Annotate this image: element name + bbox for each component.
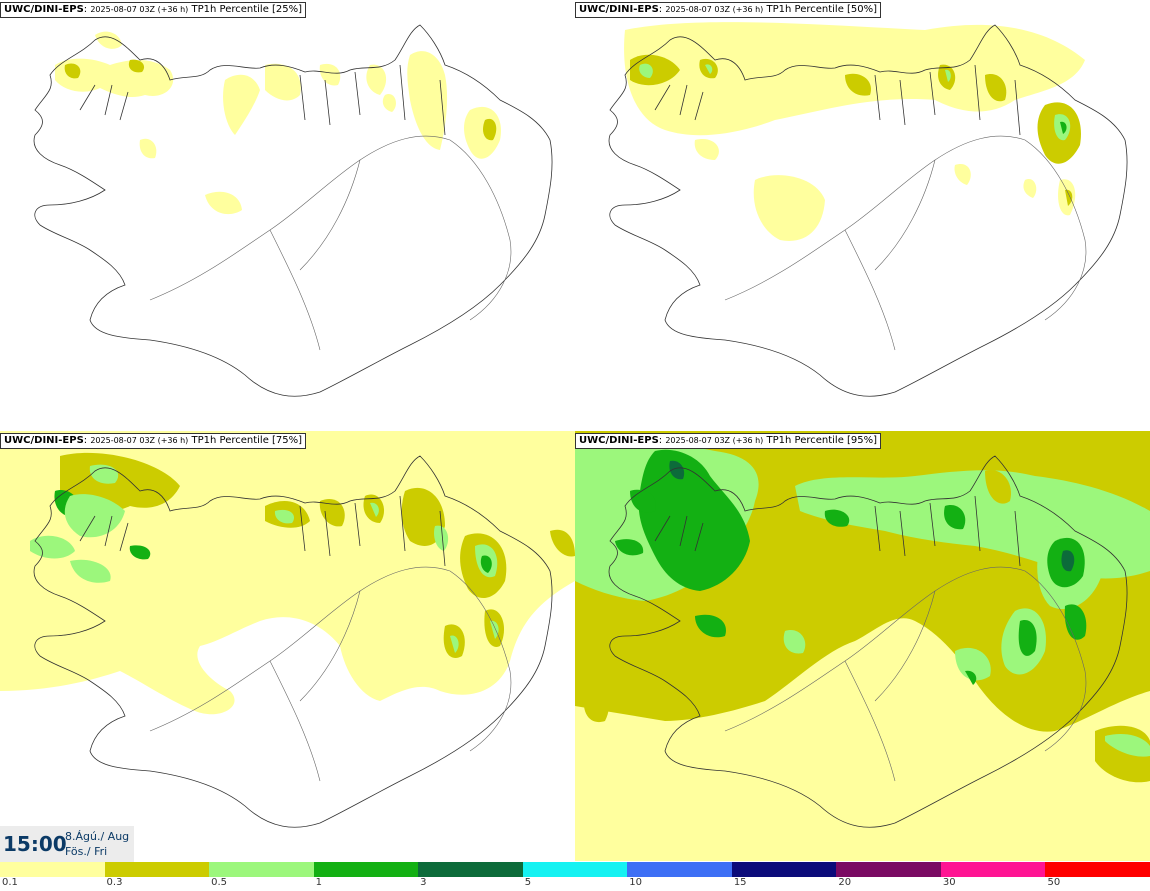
valid-date: 8.Ágú./ Aug xyxy=(65,830,130,843)
precip-map-p75 xyxy=(0,431,575,828)
roads xyxy=(724,566,1087,782)
panel-title: UWC/DINI-EPS: 2025-08-07 03Z (+36 h) TP1… xyxy=(575,433,882,449)
field-name: TP1h Percentile [25%] xyxy=(191,4,303,15)
valid-hour: 15:00 xyxy=(3,832,67,856)
legend-swatch xyxy=(522,862,628,877)
legend-swatch xyxy=(731,862,837,877)
roads xyxy=(149,135,512,351)
legend-swatch xyxy=(940,862,1046,877)
coastline xyxy=(33,24,553,397)
legend-label: 1 xyxy=(315,877,322,888)
run-time: 2025-08-07 03Z (+36 h) xyxy=(90,5,189,14)
panel-title: UWC/DINI-EPS: 2025-08-07 03Z (+36 h) TP1… xyxy=(0,433,307,449)
legend-label: 10 xyxy=(629,877,642,888)
map-panel-p75: UWC/DINI-EPS: 2025-08-07 03Z (+36 h) TP1… xyxy=(0,431,575,861)
model-name: UWC/DINI-EPS xyxy=(579,4,659,15)
color-legend xyxy=(0,862,1150,877)
coastline xyxy=(608,24,1128,397)
roads xyxy=(149,566,512,782)
field-name: TP1h Percentile [75%] xyxy=(191,435,303,446)
map-panel-p95: UWC/DINI-EPS: 2025-08-07 03Z (+36 h) TP1… xyxy=(575,431,1150,861)
legend-label: 30 xyxy=(942,877,956,888)
legend-swatch xyxy=(627,862,732,877)
map-panel-p50: UWC/DINI-EPS: 2025-08-07 03Z (+36 h) TP1… xyxy=(575,0,1150,430)
legend-swatch xyxy=(1045,862,1150,877)
precip-fill xyxy=(0,431,575,715)
legend-swatch xyxy=(313,862,419,877)
model-name: UWC/DINI-EPS xyxy=(4,435,84,446)
precip-map-p25 xyxy=(33,24,553,397)
roads xyxy=(724,135,1087,351)
legend-label: 0.1 xyxy=(2,877,18,888)
coastline xyxy=(33,455,553,828)
legend-swatch xyxy=(418,862,523,877)
field-name: TP1h Percentile [50%] xyxy=(766,4,878,15)
legend-label: 5 xyxy=(524,877,532,888)
model-name: UWC/DINI-EPS xyxy=(579,435,659,446)
map-panel-p25: UWC/DINI-EPS: 2025-08-07 03Z (+36 h) TP1… xyxy=(0,0,575,430)
run-time: 2025-08-07 03Z (+36 h) xyxy=(665,436,764,445)
legend-swatch xyxy=(104,862,210,877)
legend-label: 3 xyxy=(420,877,427,888)
legend-label: 20 xyxy=(838,877,852,888)
legend-labels: 0.1 0.3 0.5 1 3 5 10 15 20 30 50 xyxy=(0,877,1150,891)
run-time: 2025-08-07 03Z (+36 h) xyxy=(665,5,764,14)
panel-title: UWC/DINI-EPS: 2025-08-07 03Z (+36 h) TP1… xyxy=(0,2,307,18)
precip-fill xyxy=(575,431,1150,861)
legend-swatch xyxy=(836,862,941,877)
legend-label: 50 xyxy=(1047,877,1061,888)
coastline xyxy=(608,455,1128,828)
precip-fill xyxy=(624,22,1085,241)
legend-label: 0.3 xyxy=(106,877,123,888)
valid-time-box: 15:00 8.Ágú./ Aug Fös./ Fri xyxy=(0,826,134,862)
legend-swatch xyxy=(209,862,314,877)
legend-swatch xyxy=(0,862,105,877)
precip-fill xyxy=(55,31,501,215)
model-name: UWC/DINI-EPS xyxy=(4,4,84,15)
precip-map-p50 xyxy=(608,22,1128,397)
run-time: 2025-08-07 03Z (+36 h) xyxy=(90,436,189,445)
field-name: TP1h Percentile [95%] xyxy=(766,435,878,446)
legend-label: 15 xyxy=(733,877,747,888)
precip-map-p95 xyxy=(575,431,1150,861)
panel-title: UWC/DINI-EPS: 2025-08-07 03Z (+36 h) TP1… xyxy=(575,2,882,18)
legend-label: 0.5 xyxy=(211,877,227,888)
valid-day: Fös./ Fri xyxy=(65,845,108,858)
